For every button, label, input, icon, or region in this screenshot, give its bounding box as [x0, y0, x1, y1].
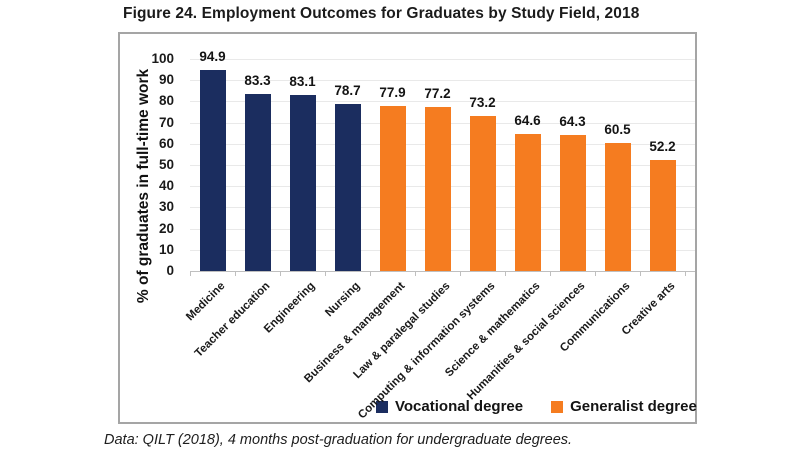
bar — [469, 115, 496, 271]
x-axis-tick — [460, 272, 461, 276]
value-label: 64.3 — [559, 113, 586, 129]
gridline — [190, 80, 695, 82]
y-tick-label: 20 — [158, 220, 174, 236]
x-axis-tick — [685, 272, 686, 276]
value-label: 52.2 — [649, 139, 676, 155]
x-axis-tick — [370, 272, 371, 276]
x-axis-tick — [415, 272, 416, 276]
y-tick-label: 40 — [158, 178, 174, 194]
legend-label: Vocational degree — [395, 398, 524, 415]
value-label: 78.7 — [334, 83, 361, 99]
x-axis-tick — [190, 272, 191, 276]
value-label: 83.1 — [289, 73, 316, 89]
gridline — [190, 101, 695, 103]
y-tick-label: 60 — [158, 135, 174, 151]
x-axis-tick — [325, 272, 326, 276]
bar — [244, 94, 271, 271]
value-label: 64.6 — [514, 113, 541, 129]
bar — [334, 104, 361, 271]
x-axis-tick — [235, 272, 236, 276]
bar — [649, 160, 676, 271]
y-tick-label: 10 — [158, 241, 174, 257]
value-label: 60.5 — [604, 121, 631, 137]
x-axis-tick — [595, 272, 596, 276]
x-axis-line — [190, 271, 695, 272]
x-axis-tick — [550, 272, 551, 276]
y-tick-label: 90 — [158, 72, 174, 88]
legend-swatch — [551, 400, 564, 413]
bar — [514, 134, 541, 271]
legend-item: Generalist degree — [551, 398, 697, 415]
x-axis-tick — [505, 272, 506, 276]
value-label: 73.2 — [469, 94, 496, 110]
value-label: 77.9 — [379, 84, 406, 100]
y-tick-label: 70 — [158, 114, 174, 130]
legend: Vocational degree Generalist degree — [376, 398, 697, 415]
x-axis-tick — [640, 272, 641, 276]
bar — [289, 94, 316, 271]
gridline — [190, 59, 695, 60]
legend-label: Generalist degree — [570, 398, 697, 415]
bar — [424, 107, 451, 271]
y-tick-label: 0 — [166, 263, 174, 278]
y-tick-label: 50 — [158, 157, 174, 172]
x-axis-tick — [280, 272, 281, 276]
bar — [199, 69, 226, 271]
bar — [604, 142, 631, 271]
source-note: Data: QILT (2018), 4 months post-graduat… — [104, 432, 573, 448]
legend-swatch — [376, 400, 388, 413]
bar — [559, 134, 586, 271]
value-label: 77.2 — [424, 86, 451, 102]
chart-frame: % of graduates in full-time work Vocatio… — [118, 32, 697, 424]
legend-item: Vocational degree — [376, 398, 523, 415]
y-tick-label: 100 — [151, 51, 174, 66]
figure-title: Figure 24. Employment Outcomes for Gradu… — [123, 5, 640, 22]
value-label: 83.3 — [244, 73, 271, 89]
value-label: 94.9 — [199, 48, 226, 64]
y-tick-label: 30 — [158, 199, 174, 215]
y-tick-label: 80 — [158, 93, 174, 109]
bar — [379, 105, 406, 271]
